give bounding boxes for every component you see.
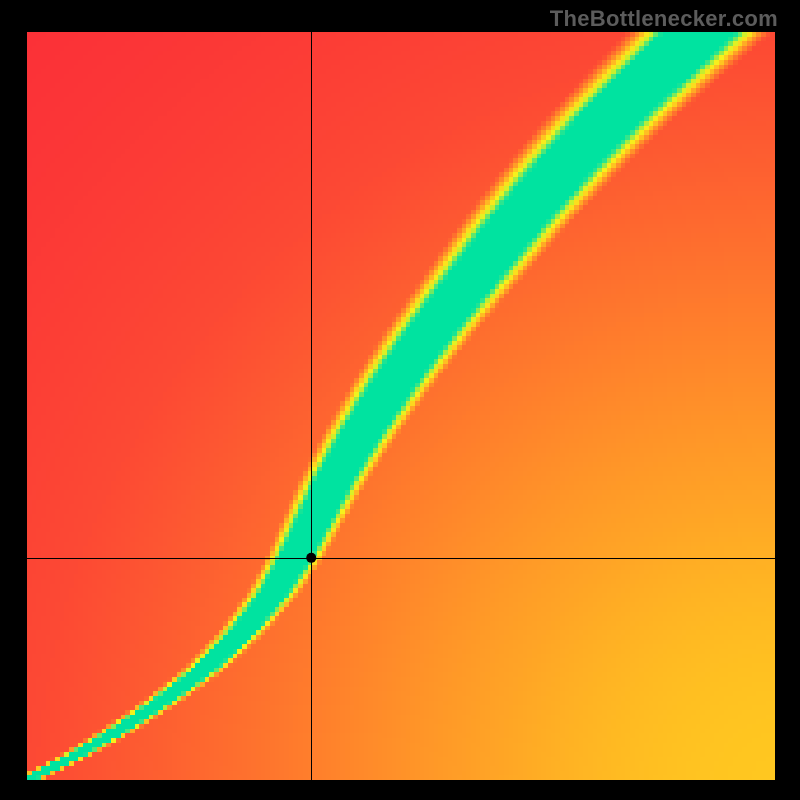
watermark-text: TheBottlenecker.com: [550, 6, 778, 32]
crosshair-overlay: [27, 32, 775, 780]
chart-stage: { "watermark": { "text": "TheBottlenecke…: [0, 0, 800, 800]
